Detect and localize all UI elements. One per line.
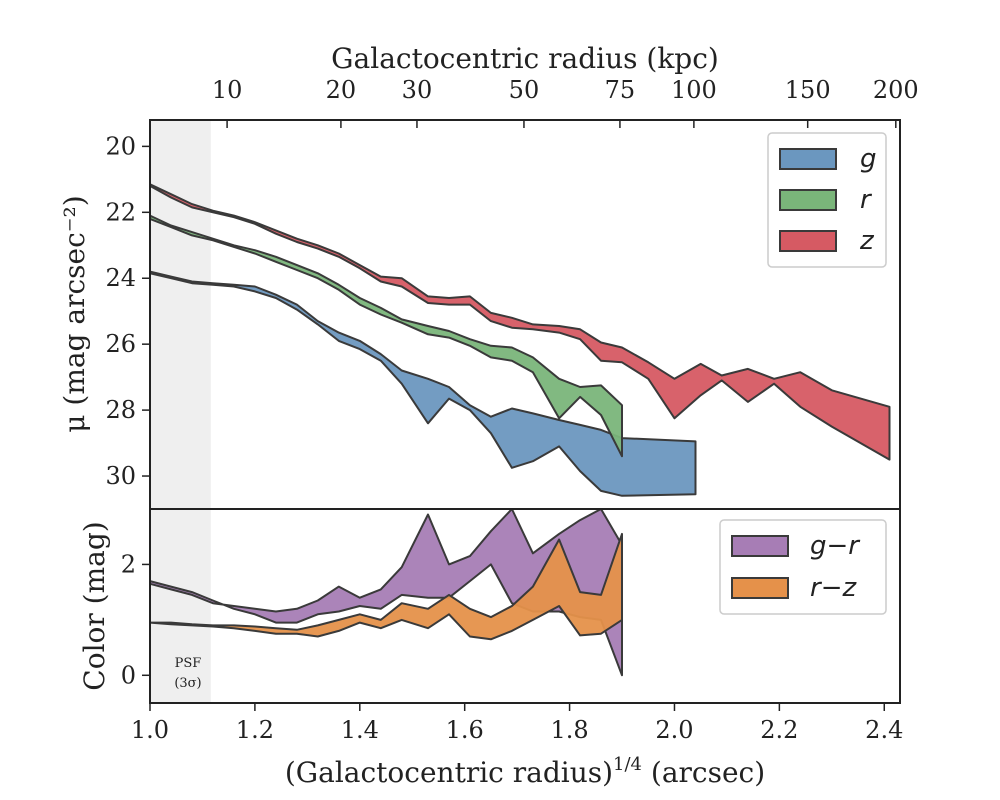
top-legend: grz — [767, 132, 887, 268]
bottom-x-tick-label: 1.8 — [550, 716, 588, 744]
legend-label-g: g — [860, 144, 877, 174]
bottom-x-tick-label: 2.4 — [865, 716, 903, 744]
bottom-y-axis-ticks: 02 — [121, 550, 150, 689]
band-g — [149, 270, 697, 497]
legend-box — [719, 519, 887, 615]
top-x-tick-label: 30 — [402, 76, 433, 104]
top-y-tick-label: 28 — [105, 396, 136, 424]
x-label-main: (Galactocentric radius) — [285, 756, 613, 789]
legend-swatch-g−r — [731, 535, 789, 557]
legend-swatch-z — [779, 230, 837, 252]
top-y-tick-label: 20 — [105, 132, 136, 160]
top-y-axis-ticks: 20 22 24 26 28 30 — [105, 132, 150, 490]
top-panel-series — [149, 183, 891, 497]
bottom-y-axis-label: Color (mag) — [78, 521, 111, 690]
psf-annotation-line2: (3σ) — [174, 676, 201, 691]
legend-label-r: r — [860, 185, 873, 215]
bottom-x-tick-label: 1.4 — [341, 716, 379, 744]
top-x-tick-label: 75 — [605, 76, 636, 104]
top-x-tick-label: 50 — [509, 76, 540, 104]
bottom-x-tick-label: 1.2 — [236, 716, 274, 744]
band-g−r — [149, 508, 623, 677]
psf-region-top — [150, 120, 211, 509]
bottom-x-tick-label: 1.6 — [446, 716, 484, 744]
x-label-unit: (arcsec) — [642, 756, 765, 789]
band-r — [149, 214, 623, 458]
legend-label-z: z — [859, 226, 875, 256]
top-y-tick-label: 30 — [105, 462, 136, 490]
bottom-panel-frame — [149, 508, 901, 704]
legend-swatch-g — [779, 148, 837, 170]
legend-swatch-r — [779, 189, 837, 211]
bottom-y-tick-label: 0 — [121, 661, 136, 689]
top-y-tick-label: 26 — [105, 330, 136, 358]
bottom-y-tick-label: 2 — [121, 550, 136, 578]
bottom-legend: g−r r−z — [719, 519, 887, 615]
top-y-tick-label: 22 — [105, 198, 136, 226]
bottom-panel-series — [149, 508, 623, 677]
top-y-tick-label: 24 — [105, 264, 136, 292]
bottom-x-tick-label: 2.0 — [655, 716, 693, 744]
top-x-tick-label: 10 — [212, 76, 243, 104]
bottom-x-axis-ticks: 1.0 1.2 1.4 1.6 1.8 2.0 2.2 2.4 — [131, 703, 903, 744]
psf-region-bottom — [150, 509, 211, 703]
top-y-axis-label: μ (mag arcsec⁻²) — [58, 195, 91, 432]
bottom-x-tick-label: 2.2 — [760, 716, 798, 744]
legend-label-g−r: g−r — [810, 531, 861, 561]
top-x-axis-label: Galactocentric radius (kpc) — [331, 42, 719, 75]
legend-label-r−z: r−z — [810, 573, 857, 603]
band-z — [149, 183, 891, 461]
top-x-tick-label: 100 — [671, 76, 717, 104]
legend-swatch-r−z — [731, 577, 789, 599]
x-label-exponent: 1/4 — [613, 754, 642, 775]
top-x-tick-label: 150 — [785, 76, 831, 104]
top-x-tick-label: 20 — [326, 76, 357, 104]
bottom-x-tick-label: 1.0 — [131, 716, 169, 744]
bottom-x-axis-label: (Galactocentric radius)1/4 (arcsec) — [285, 754, 765, 789]
psf-annotation-line1: PSF — [175, 656, 202, 671]
top-x-tick-label: 200 — [873, 76, 919, 104]
top-x-axis-ticks: 10 20 30 50 75 100 150 200 — [212, 76, 919, 128]
band-r−z — [149, 532, 623, 641]
